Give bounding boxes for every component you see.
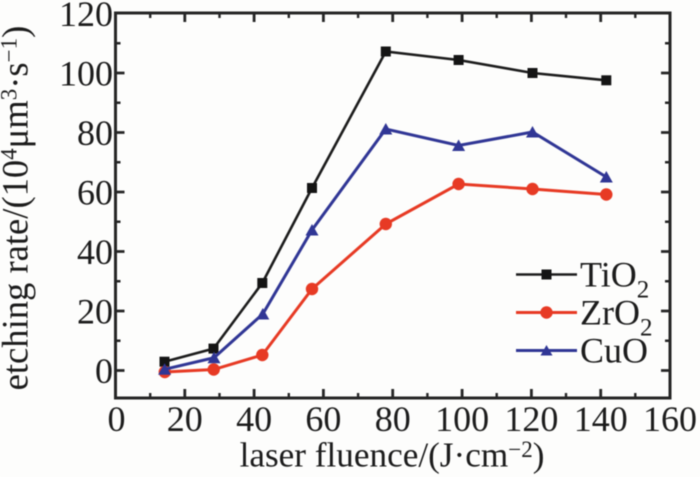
svg-text:140: 140 <box>574 399 628 439</box>
svg-text:120: 120 <box>504 399 558 439</box>
svg-text:100: 100 <box>59 53 113 93</box>
svg-text:0: 0 <box>95 351 113 391</box>
svg-text:60: 60 <box>305 399 341 439</box>
svg-text:20: 20 <box>167 399 203 439</box>
svg-text:etching rate/(104μm3·s−1): etching rate/(104μm3·s−1) <box>0 26 36 391</box>
svg-text:60: 60 <box>77 172 113 212</box>
svg-text:20: 20 <box>77 291 113 331</box>
svg-text:laser fluence/(J·cm−2): laser fluence/(J·cm−2) <box>240 436 545 475</box>
svg-text:0: 0 <box>108 399 126 439</box>
svg-text:CuO: CuO <box>580 331 648 371</box>
svg-text:120: 120 <box>59 0 113 34</box>
svg-text:40: 40 <box>77 232 113 272</box>
svg-text:160: 160 <box>643 399 697 439</box>
svg-text:40: 40 <box>236 399 272 439</box>
svg-text:80: 80 <box>77 113 113 153</box>
svg-text:80: 80 <box>375 399 411 439</box>
svg-text:100: 100 <box>435 399 489 439</box>
